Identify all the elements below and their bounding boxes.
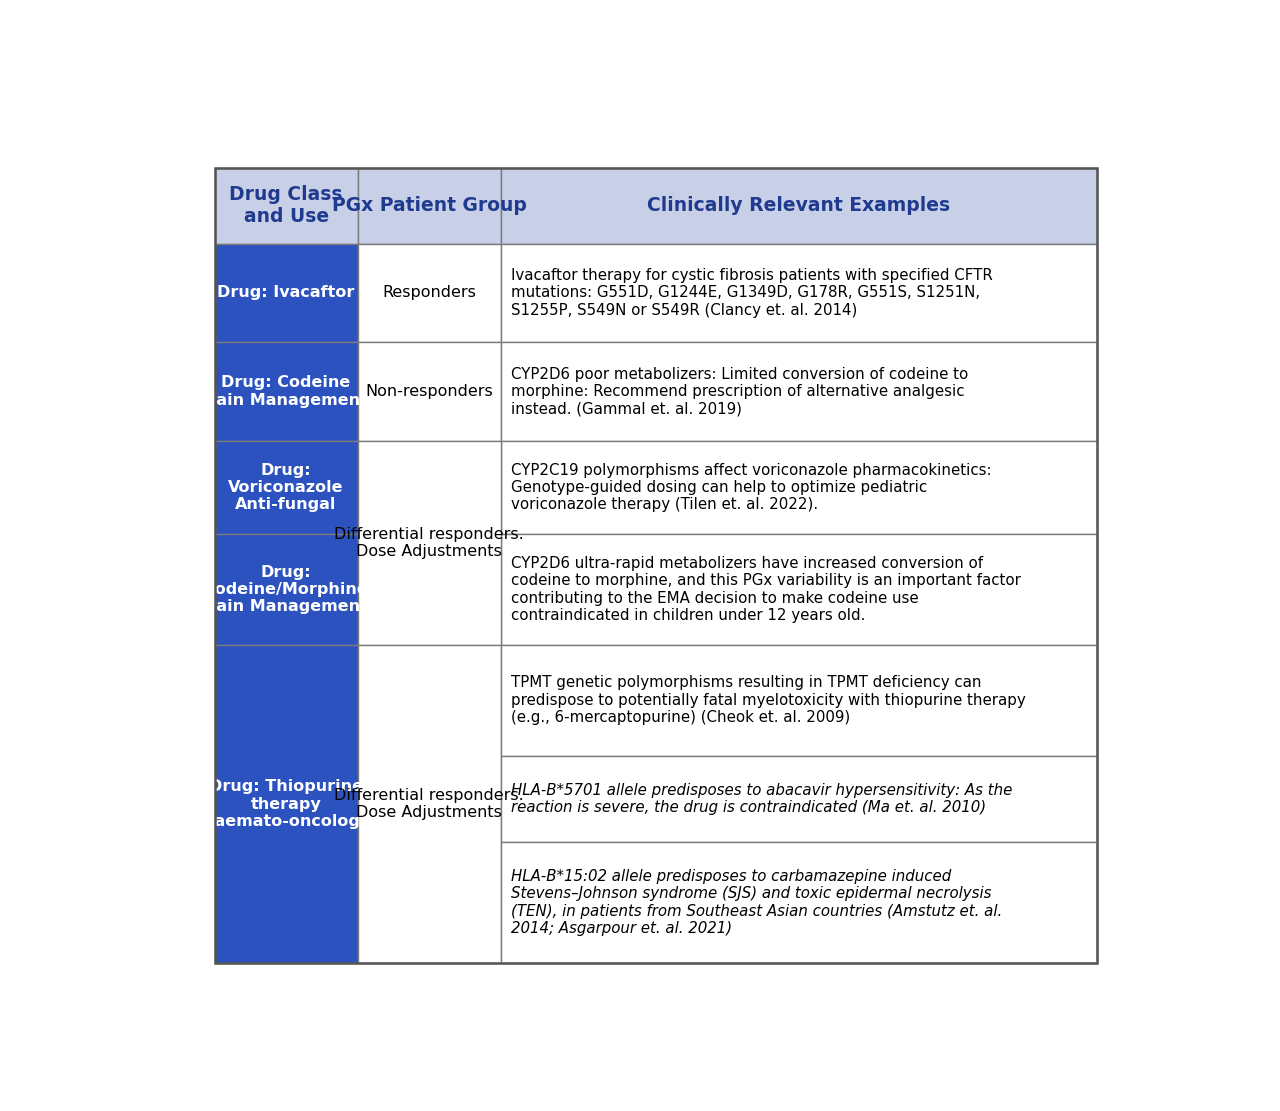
Text: Drug: Thiopurine
therapy
Haemato-oncology: Drug: Thiopurine therapy Haemato-oncolog… (201, 779, 371, 829)
Text: Drug: Codeine
Pain Management: Drug: Codeine Pain Management (205, 376, 367, 408)
Bar (215, 168, 357, 243)
Text: Drug:
Codeine/Morphine
Pain Management: Drug: Codeine/Morphine Pain Management (204, 564, 369, 614)
Text: Clinically Relevant Examples: Clinically Relevant Examples (648, 196, 951, 216)
Bar (215, 644, 357, 963)
Text: CYP2C19 polymorphisms affect voriconazole pharmacokinetics:
Genotype-guided dosi: CYP2C19 polymorphisms affect voriconazol… (511, 462, 991, 512)
Bar (215, 441, 357, 534)
Bar (500, 842, 1097, 963)
Text: Differential responders.
Dose Adjustments: Differential responders. Dose Adjustment… (334, 788, 524, 820)
Bar (357, 441, 500, 644)
Bar (500, 342, 1097, 441)
Bar (500, 534, 1097, 644)
Bar (357, 644, 500, 963)
Bar (357, 342, 500, 441)
Bar (215, 342, 357, 441)
Text: CYP2D6 poor metabolizers: Limited conversion of codeine to
morphine: Recommend p: CYP2D6 poor metabolizers: Limited conver… (511, 367, 968, 417)
Bar (500, 644, 1097, 755)
Bar (215, 534, 357, 644)
Bar (500, 243, 1097, 342)
Text: CYP2D6 ultra-rapid metabolizers have increased conversion of
codeine to morphine: CYP2D6 ultra-rapid metabolizers have inc… (511, 556, 1020, 623)
Bar (500, 755, 1097, 842)
Text: Ivacaftor therapy for cystic fibrosis patients with specified CFTR
mutations: G5: Ivacaftor therapy for cystic fibrosis pa… (511, 268, 992, 318)
Bar (215, 168, 1097, 963)
Bar (500, 168, 1097, 243)
Bar (357, 168, 500, 243)
Text: TPMT genetic polymorphisms resulting in TPMT deficiency can
predispose to potent: TPMT genetic polymorphisms resulting in … (511, 675, 1025, 725)
Bar (215, 243, 357, 342)
Text: Differential responders.
Dose Adjustments: Differential responders. Dose Adjustment… (334, 527, 524, 559)
Text: Drug:
Voriconazole
Anti-fungal: Drug: Voriconazole Anti-fungal (228, 462, 344, 512)
Text: HLA-B*15:02 allele predisposes to carbamazepine induced
Stevens–Johnson syndrome: HLA-B*15:02 allele predisposes to carbam… (511, 869, 1002, 937)
Bar (357, 243, 500, 342)
Bar (500, 441, 1097, 534)
Text: Drug: Ivacaftor: Drug: Ivacaftor (218, 286, 355, 300)
Text: Non-responders: Non-responders (365, 384, 493, 399)
Text: Drug Class
and Use: Drug Class and Use (229, 186, 343, 227)
Text: PGx Patient Group: PGx Patient Group (332, 196, 526, 216)
Text: Responders: Responders (383, 286, 476, 300)
Text: HLA-B*5701 allele predisposes to abacavir hypersensitivity: As the
reaction is s: HLA-B*5701 allele predisposes to abacavi… (511, 782, 1012, 815)
